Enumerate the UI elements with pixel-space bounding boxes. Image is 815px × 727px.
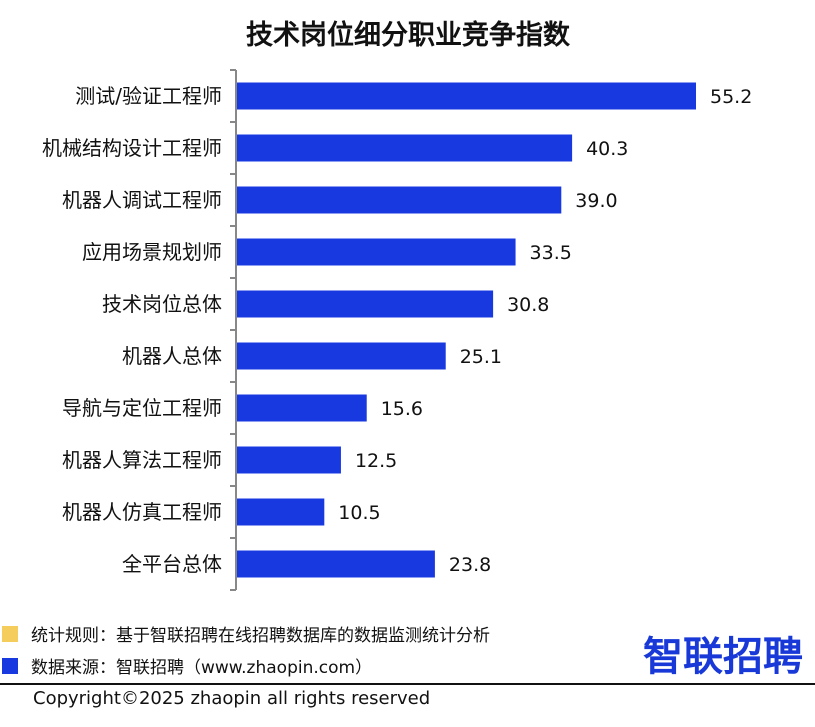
value-label: 25.1: [460, 346, 502, 368]
bar: [237, 550, 435, 578]
bar: [237, 134, 573, 162]
category-label: 机器人仿真工程师: [62, 500, 222, 524]
bars: 测试/验证工程师 55.2 机械结构设计工程师 40.3 机器人调试工程师 39.0 应用场…: [42, 82, 752, 578]
notes: 统计规则：基于智联招聘在线招聘数据库的数据监测统计分析 数据来源：智联招聘（ww…: [0, 617, 620, 681]
footer-divider: [0, 683, 815, 685]
category-label: 机器人算法工程师: [62, 448, 222, 472]
bar: [237, 238, 516, 266]
bar: [237, 394, 367, 422]
chart-title: 技术岗位细分职业竞争指数: [246, 19, 571, 51]
note-source-swatch: [2, 658, 18, 674]
bar: [237, 342, 446, 370]
zhaopin-logo: 智联招聘: [643, 634, 803, 680]
note-source: 数据来源：智联招聘（www.zhaopin.com）: [0, 649, 620, 681]
value-label: 10.5: [338, 502, 380, 524]
category-label: 全平台总体: [122, 552, 222, 576]
category-label: 机器人调试工程师: [62, 188, 222, 212]
value-label: 23.8: [449, 554, 491, 576]
y-axis: [230, 69, 237, 591]
category-label: 技术岗位总体: [102, 292, 222, 316]
category-label: 机器人总体: [122, 344, 222, 368]
value-label: 33.5: [530, 242, 572, 264]
note-rule-swatch: [2, 626, 18, 642]
bar: [237, 186, 562, 214]
value-label: 15.6: [381, 398, 423, 420]
value-label: 30.8: [507, 294, 549, 316]
note-rule: 统计规则：基于智联招聘在线招聘数据库的数据监测统计分析: [0, 617, 620, 649]
note-source-text: 数据来源：智联招聘（www.zhaopin.com）: [31, 658, 373, 678]
copyright-text: Copyright©2025 zhaopin all rights reserv…: [33, 688, 431, 709]
value-label: 40.3: [586, 138, 628, 160]
category-label: 导航与定位工程师: [62, 396, 222, 420]
category-label: 机械结构设计工程师: [42, 136, 222, 160]
bar: [237, 446, 341, 474]
value-label: 55.2: [710, 86, 752, 108]
value-label: 39.0: [575, 190, 617, 212]
bar: [237, 498, 325, 526]
note-rule-text: 统计规则：基于智联招聘在线招聘数据库的数据监测统计分析: [31, 626, 490, 646]
bar-chart: 技术岗位细分职业竞争指数 测试/验证工程师 55.2 机械结构设计工程师 40.3 机器…: [42, 19, 752, 591]
bar: [237, 82, 696, 110]
category-label: 测试/验证工程师: [75, 84, 222, 108]
bar: [237, 290, 494, 318]
category-label: 应用场景规划师: [82, 240, 222, 264]
value-label: 12.5: [355, 450, 397, 472]
